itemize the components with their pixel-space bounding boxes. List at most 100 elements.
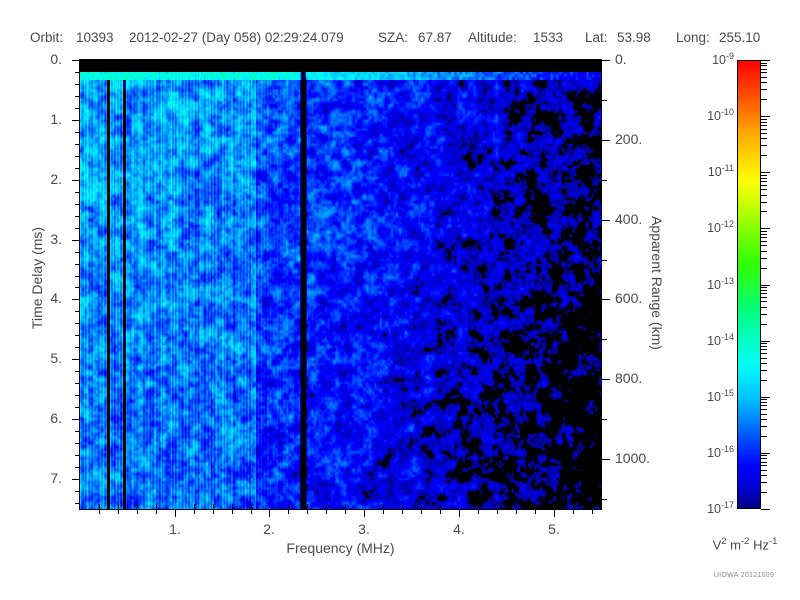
colorbar-tick-major xyxy=(761,172,770,173)
x-tick-major-top xyxy=(459,60,460,68)
latitude-label: Lat: xyxy=(585,30,608,45)
colorbar-tick-minor xyxy=(761,324,767,325)
longitude-value: 255.10 xyxy=(719,30,761,45)
x-tick-label: 4. xyxy=(453,521,465,537)
y2-tick-major xyxy=(602,459,610,460)
colorbar-tick-minor xyxy=(761,370,767,371)
x-tick-minor xyxy=(326,509,327,514)
colorbar-tick-minor xyxy=(761,402,767,403)
x-tick-minor-in xyxy=(478,504,479,509)
colorbar-tick-minor xyxy=(761,234,767,235)
spectrogram-image xyxy=(80,60,601,509)
y-tick-minor xyxy=(75,204,80,205)
y-tick-minor xyxy=(75,216,80,217)
y-tick-minor xyxy=(75,252,80,253)
colorbar-tick-minor xyxy=(761,462,767,463)
x-tick-minor xyxy=(232,509,233,514)
colorbar-tick-minor xyxy=(761,409,767,410)
colorbar-tick-minor xyxy=(761,119,767,120)
y2-tick-major xyxy=(602,60,610,61)
x-tick-minor xyxy=(288,509,289,514)
y2-tick-label: 800. xyxy=(615,370,643,386)
y-tick-major xyxy=(72,180,80,181)
y-tick-minor xyxy=(75,323,80,324)
x-tick-major-top xyxy=(269,60,270,68)
colorbar-tick-major xyxy=(761,509,770,510)
colorbar-tick-minor xyxy=(761,301,767,302)
x-tick-minor-in xyxy=(99,504,100,509)
colorbar-tick-label: 10-11 xyxy=(707,163,734,180)
colorbar-tick-minor xyxy=(761,414,767,415)
colorbar-tick-minor xyxy=(761,185,767,186)
y-tick-minor xyxy=(75,491,80,492)
y2-tick-major xyxy=(602,140,610,141)
colorbar-tick-minor xyxy=(761,63,767,64)
x-tick-minor xyxy=(156,509,157,514)
x-tick-major xyxy=(364,509,365,517)
x-tick-minor-in xyxy=(307,504,308,509)
sza-value: 67.87 xyxy=(418,30,452,45)
colorbar-tick-label: 10-14 xyxy=(707,332,734,349)
x-tick-minor-in xyxy=(345,504,346,509)
y-tick-minor xyxy=(75,467,80,468)
colorbar-tick-minor xyxy=(761,77,767,78)
header-metadata: Orbit: 10393 2012-02-27 (Day 058) 02:29:… xyxy=(0,30,800,50)
colorbar-tick-label: 10-12 xyxy=(707,219,734,236)
y-axis-title-right: Apparent Range (km) xyxy=(649,216,665,350)
y-tick-minor xyxy=(75,192,80,193)
colorbar-tick-minor xyxy=(761,82,767,83)
y2-tick-minor xyxy=(602,499,607,500)
colorbar-tick-minor xyxy=(761,419,767,420)
x-tick-minor-in xyxy=(118,504,119,509)
y2-tick-minor xyxy=(602,180,607,181)
y-tick-minor xyxy=(75,407,80,408)
colorbar-tick-minor xyxy=(761,343,767,344)
y2-tick-label: 400. xyxy=(615,211,643,227)
y-tick-minor xyxy=(75,371,80,372)
x-tick-minor xyxy=(137,509,138,514)
x-tick-minor xyxy=(440,509,441,514)
x-tick-minor xyxy=(402,509,403,514)
y-tick-minor xyxy=(75,347,80,348)
y-tick-label: 5. xyxy=(50,350,62,366)
colorbar-tick-minor xyxy=(761,455,767,456)
y2-tick-major xyxy=(602,299,610,300)
colorbar-tick-label: 10-13 xyxy=(707,276,734,293)
x-tick-minor-in xyxy=(535,504,536,509)
x-tick-major-top xyxy=(175,60,176,68)
colorbar-tick-major xyxy=(761,341,770,342)
x-tick-minor xyxy=(478,509,479,514)
x-tick-minor xyxy=(573,509,574,514)
orbit-value: 10393 xyxy=(76,30,114,45)
axis-line-bottom xyxy=(79,509,602,510)
y-tick-label: 3. xyxy=(50,231,62,247)
x-tick-major xyxy=(459,509,460,517)
y-tick-minor xyxy=(75,455,80,456)
x-tick-minor-in xyxy=(326,504,327,509)
y-tick-label: 7. xyxy=(50,470,62,486)
x-tick-minor xyxy=(99,509,100,514)
y2-tick-label: 600. xyxy=(615,290,643,306)
colorbar-tick-minor xyxy=(761,482,767,483)
y-tick-minor xyxy=(75,431,80,432)
colorbar-tick-major xyxy=(761,397,770,398)
x-tick-minor-in xyxy=(232,504,233,509)
y-tick-major xyxy=(72,359,80,360)
y-tick-minor xyxy=(75,108,80,109)
y-tick-major xyxy=(72,479,80,480)
y-tick-major xyxy=(72,419,80,420)
colorbar-tick-minor xyxy=(761,307,767,308)
y2-tick-minor xyxy=(602,339,607,340)
y-tick-minor xyxy=(75,168,80,169)
sza-label: SZA: xyxy=(378,30,409,45)
x-tick-minor-in xyxy=(213,504,214,509)
colorbar-tick-minor xyxy=(761,297,767,298)
x-tick-minor xyxy=(497,509,498,514)
y-tick-minor xyxy=(75,395,80,396)
colorbar-tick-label: 10-15 xyxy=(707,388,734,405)
colorbar-tick-minor xyxy=(761,231,767,232)
colorbar-tick-minor xyxy=(761,358,767,359)
x-tick-minor xyxy=(516,509,517,514)
x-tick-minor-in xyxy=(497,504,498,509)
colorbar xyxy=(737,60,761,509)
